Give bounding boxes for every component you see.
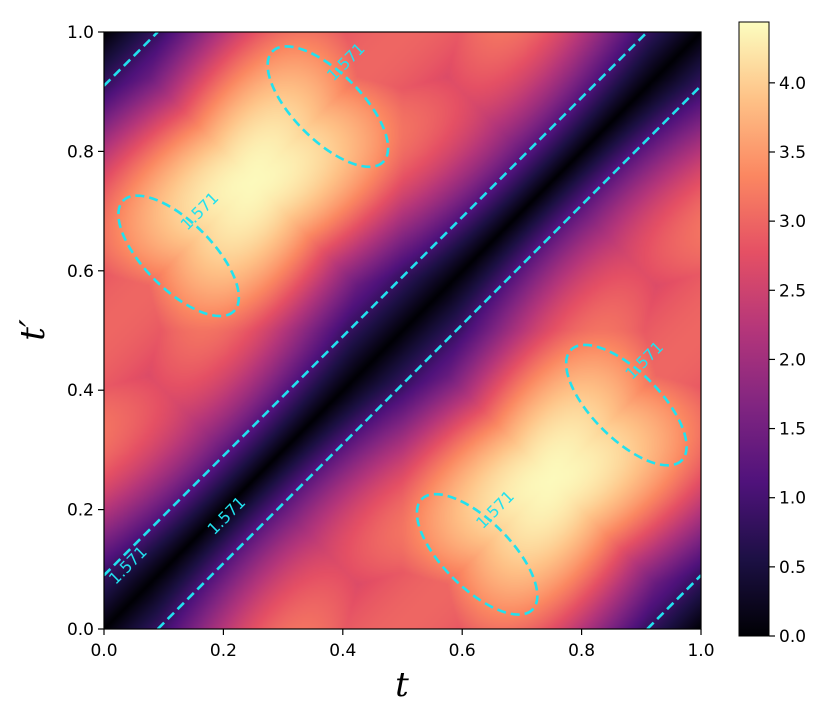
contour-line [156, 84, 701, 629]
colorbar-tick-label: 4.0 [779, 74, 806, 94]
y-tick-label: 0.0 [67, 620, 94, 640]
x-axis: 0.0 0.2 0.4 0.6 0.8 1.0 [90, 629, 715, 661]
colorbar-tick-label: 2.5 [779, 281, 806, 301]
x-tick-label: 0.4 [329, 641, 356, 661]
y-axis-label: t′ [13, 319, 53, 341]
y-axis: 0.0 0.2 0.4 0.6 0.8 1.0 [67, 23, 104, 640]
x-axis-label: t [395, 665, 409, 705]
x-tick-label: 1.0 [687, 641, 714, 661]
colorbar-tick-label: 3.5 [779, 143, 806, 163]
colorbar-axis: 0.0 0.5 1.0 1.5 2.0 2.5 3.0 3.5 4.0 [769, 74, 806, 647]
contour-layer [104, 32, 701, 629]
contour-ellipse [117, 194, 241, 318]
y-tick-label: 0.4 [67, 381, 94, 401]
contour-line [104, 32, 159, 87]
contour-ellipse [415, 492, 539, 616]
colorbar-tick-label: 0.0 [779, 627, 806, 647]
plot-frame [103, 31, 702, 630]
contour-line [104, 32, 649, 577]
x-tick-label: 0.8 [568, 641, 595, 661]
colorbar-tick-label: 0.5 [779, 558, 806, 578]
heatmap-area [104, 32, 701, 629]
colorbar-tick-label: 2.0 [779, 350, 806, 370]
x-tick-label: 0.6 [449, 641, 476, 661]
x-tick-label: 0.0 [90, 641, 117, 661]
colorbar [738, 21, 770, 637]
y-tick-label: 0.2 [67, 501, 94, 521]
y-tick-label: 0.6 [67, 262, 94, 282]
contour-ellipse [266, 45, 390, 169]
contour-ellipse [564, 343, 688, 467]
colorbar-tick-label: 1.0 [779, 489, 806, 509]
y-tick-label: 0.8 [67, 142, 94, 162]
colorbar-tick-label: 3.0 [779, 212, 806, 232]
colorbar-tick-label: 1.5 [779, 420, 806, 440]
x-tick-label: 0.2 [210, 641, 237, 661]
y-tick-label: 1.0 [67, 23, 94, 43]
contour-line [646, 574, 701, 629]
